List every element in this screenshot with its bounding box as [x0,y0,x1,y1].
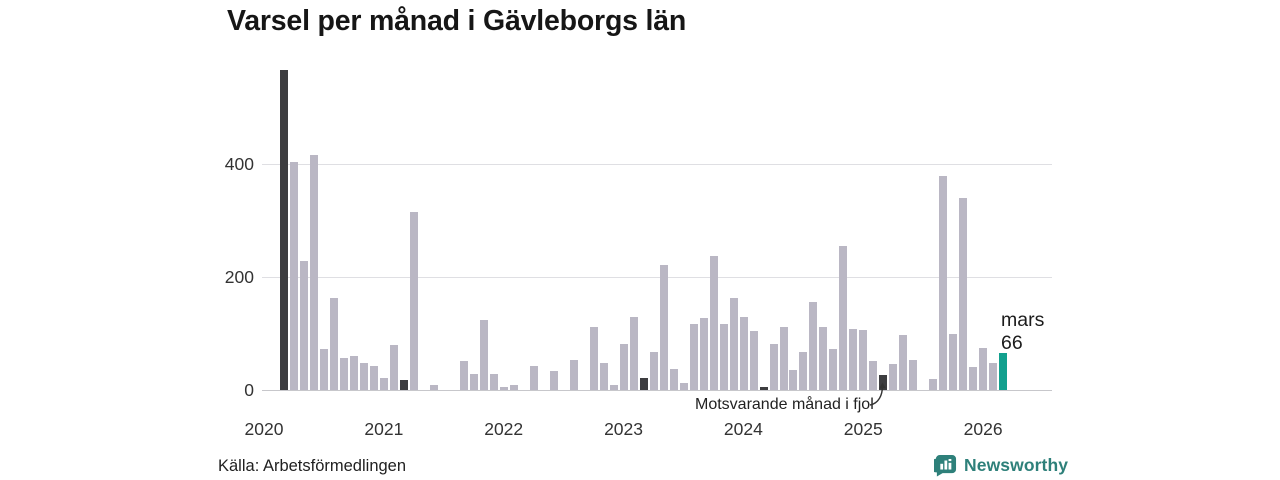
bar-2022-11 [599,362,608,390]
bar-2024-04 [769,343,778,390]
bar-2024-05 [779,326,788,390]
bar-2020-03 [280,69,288,390]
bar-2020-06 [309,155,318,390]
bar-2020-08 [329,297,338,390]
bar-2024-08 [809,302,818,390]
y-tick-label-200: 200 [224,266,254,287]
bar-2024-03 [759,387,768,390]
y-tick-label-400: 400 [224,154,254,174]
bar-2024-01 [739,316,748,390]
bar-2024-09 [819,327,828,390]
bar-2025-06 [909,360,918,390]
y-tick-label-0: 0 [244,379,254,400]
bar-2024-12 [849,329,858,390]
newsworthy-chart-bubble-icon [934,454,957,477]
bar-2022-01 [499,386,508,390]
bar-2023-03 [639,378,648,390]
bar-2021-10 [469,374,478,390]
bar-2022-06 [549,370,558,390]
bar-2023-04 [649,351,658,390]
bar-2022-08 [569,359,578,390]
bar-2023-11 [719,324,728,390]
bar-2020-12 [369,366,378,390]
newsworthy-logo-text: Newsworthy [964,455,1069,475]
bar-2023-12 [729,298,738,390]
newsworthy-logo: Newsworthy [934,454,1068,477]
x-tick-label-2023: 2023 [604,419,644,439]
bar-2026-02 [989,362,998,390]
bar-2021-02 [389,345,398,390]
x-tick-label-2022: 2022 [484,419,524,439]
bar-2025-04 [889,364,898,390]
bar-2025-10 [949,333,958,390]
bar-2023-09 [699,317,708,390]
bar-2022-02 [509,385,518,390]
x-tick-label-2021: 2021 [364,419,404,439]
latest-bar-value: 66 [1001,331,1023,354]
bar-2022-10 [589,327,598,390]
bar-2021-03 [399,379,408,390]
bar-2024-11 [839,246,848,390]
x-tick-label-2025: 2025 [843,419,883,439]
bar-2024-07 [799,351,808,390]
bar-2023-01 [619,344,628,390]
bar-2024-06 [789,370,798,390]
bar-2020-04 [289,162,298,390]
bar-2022-04 [529,366,538,390]
x-tick-label-2026: 2026 [963,419,1003,439]
bar-2025-02 [869,360,878,390]
bar-2021-04 [409,212,418,390]
bar-2023-02 [629,317,638,390]
bar-2023-07 [679,382,688,390]
bar-2026-01 [979,347,988,390]
gridline-200 [262,276,1052,278]
bar-2025-11 [959,198,968,390]
bar-2023-10 [709,256,718,390]
latest-bar-label: mars 66 [1001,309,1044,354]
fjol-annotation: Motsvarande månad i fjol [695,396,874,413]
bar-2021-01 [379,378,388,390]
bar-2021-09 [459,360,468,390]
gridline-400 [262,164,1052,165]
x-tick-label-2020: 2020 [244,419,284,439]
x-tick-label-2024: 2024 [723,419,763,439]
bar-2021-11 [479,320,488,390]
bar-2025-01 [859,330,868,390]
bar-2021-06 [429,385,438,390]
bar-2023-06 [669,368,678,390]
x-axis-line [262,389,1052,391]
plot-area: 0 200 400 2020 2021 2022 2023 2024 2025 2026 [225,64,1052,439]
bar-2020-11 [359,362,368,390]
bar-2025-05 [899,335,908,390]
bar-2025-03 [879,374,888,390]
bar-2022-12 [609,384,618,390]
latest-bar-month: mars [1001,309,1045,331]
bar-2020-10 [349,355,358,390]
bar-2025-12 [969,367,978,390]
bar-2023-05 [659,264,668,390]
bar-2020-09 [339,357,348,390]
bar-2026-03 [999,352,1008,390]
annotation-arrow-icon [869,382,886,406]
bar-2025-09 [939,175,948,390]
bar-2023-08 [689,324,698,390]
bar-2021-12 [489,374,498,390]
page-title: Varsel per månad i Gävleborgs län [227,5,687,37]
bar-2025-08 [929,379,938,390]
bar-2024-10 [829,349,838,390]
source-note: Källa: Arbetsförmedlingen [218,457,407,475]
bar-2020-07 [319,348,328,390]
bar-2024-02 [749,330,758,390]
bar-2020-05 [299,261,308,390]
